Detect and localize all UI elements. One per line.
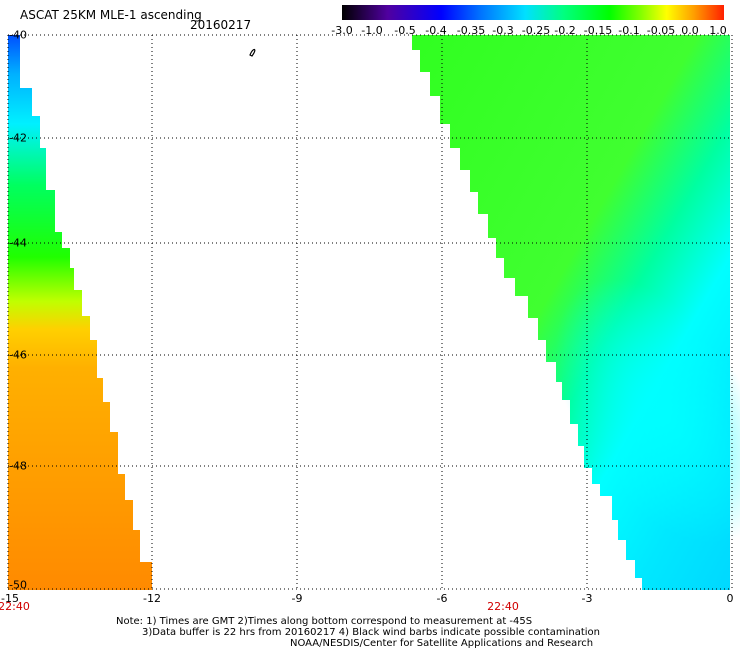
time-label: 22:40: [487, 600, 519, 613]
colorbar-label: -0.2: [554, 24, 576, 37]
colorbar-label: -0.3: [492, 24, 514, 37]
lat-label: -46: [9, 348, 27, 362]
colorbar: [342, 5, 724, 20]
colorbar-label: -0.05: [646, 24, 676, 37]
colorbar-label: 1.0: [709, 24, 727, 37]
lon-label: -6: [436, 592, 448, 605]
colorbar-label: 0.0: [681, 24, 699, 37]
lat-label: -40: [9, 28, 27, 42]
note-line-2: 3)Data buffer is 22 hrs from 20160217 4)…: [142, 627, 600, 638]
island-outline: [249, 48, 256, 57]
lat-label: -44: [9, 236, 27, 250]
lat-label: -42: [9, 131, 27, 145]
grid-lines: [7, 34, 733, 590]
colorbar-label: -0.35: [456, 24, 486, 37]
colorbar-label: -0.15: [583, 24, 613, 37]
note-line-3: NOAA/NESDIS/Center for Satellite Applica…: [290, 638, 594, 649]
colorbar-label: -3.0: [331, 24, 353, 37]
lat-label: -50: [9, 578, 27, 592]
lon-label: -9: [291, 592, 303, 605]
colorbar-label: -0.4: [425, 24, 447, 37]
colorbar-label: -0.25: [521, 24, 551, 37]
lon-label: 0: [726, 592, 734, 605]
time-label: 22:40: [0, 600, 30, 613]
cyan-band: [489, 210, 740, 590]
colorbar-labels: -3.0 -1.0 -0.5 -0.4 -0.35 -0.3 -0.25 -0.…: [0, 24, 740, 38]
colorbar-label: -0.1: [618, 24, 640, 37]
lon-label: -12: [143, 592, 161, 605]
lat-label: -48: [9, 459, 27, 473]
note-line-1: Note: 1) Times are GMT 2)Times along bot…: [116, 616, 533, 627]
colorbar-label: -0.5: [394, 24, 416, 37]
map-date: 20160217: [190, 18, 252, 32]
lon-label: -15: [1, 592, 19, 605]
colorbar-label: -1.0: [361, 24, 383, 37]
lon-label: -3: [581, 592, 593, 605]
map-title: ASCAT 25KM MLE-1 ascending: [20, 8, 202, 22]
swath-left: [8, 35, 152, 590]
